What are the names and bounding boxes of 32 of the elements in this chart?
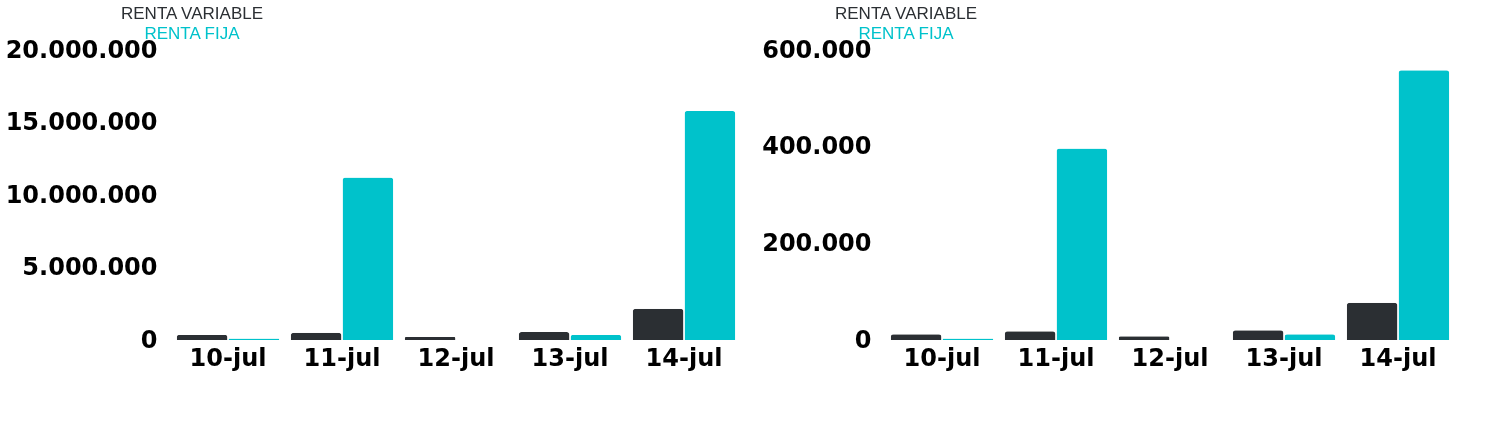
bar xyxy=(518,332,570,340)
text: RENTA VARIABLE xyxy=(834,3,978,23)
bar xyxy=(570,334,622,340)
x-tick-label: 10-jul xyxy=(189,343,267,372)
x-tick-label: 14-jul xyxy=(1359,343,1437,372)
bar xyxy=(290,332,342,340)
bar xyxy=(404,337,456,340)
y-tick-label: 0 xyxy=(140,325,158,354)
x-tick-label: 13-jul xyxy=(531,343,609,372)
y-tick-label: 400.000 xyxy=(762,132,872,161)
x-tick-label: 11-jul xyxy=(303,343,381,372)
bar xyxy=(176,334,228,340)
bar xyxy=(1346,302,1398,340)
y-tick-label: 15.000.000 xyxy=(5,108,158,136)
text: RENTA VARIABLE xyxy=(120,3,264,23)
y-tick-label: 10.000.000 xyxy=(5,180,158,209)
x-tick-label: 12-jul xyxy=(1131,343,1209,372)
x-tick-label: 13-jul xyxy=(1245,343,1323,372)
bar xyxy=(632,308,684,340)
x-tick-label: 11-jul xyxy=(1017,343,1095,372)
y-tick-label: 0 xyxy=(854,325,872,354)
bar xyxy=(1056,148,1108,340)
x-tick-label: 12-jul xyxy=(417,343,495,372)
bar xyxy=(1398,70,1450,340)
x-tick-label: 10-jul xyxy=(903,343,981,372)
bar xyxy=(684,110,736,340)
bar xyxy=(1232,330,1284,340)
y-tick-label: 5.000.000 xyxy=(22,253,158,281)
y-tick-label: 200.000 xyxy=(762,228,872,257)
bar xyxy=(1004,331,1056,340)
bar xyxy=(342,177,394,340)
x-tick-label: 14-jul xyxy=(645,343,723,372)
